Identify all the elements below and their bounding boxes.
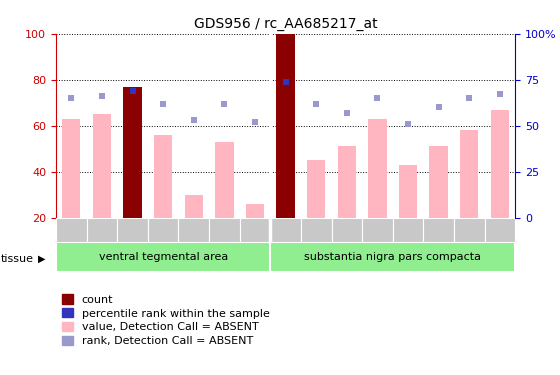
Point [496, 92, 505, 98]
Point [281, 78, 290, 84]
Bar [307, 160, 325, 218]
Bar [460, 130, 478, 218]
Bar [338, 146, 356, 218]
Text: substantia nigra pars compacta: substantia nigra pars compacta [304, 252, 481, 262]
Point [342, 110, 351, 116]
Point [128, 88, 137, 94]
Text: ventral tegmental area: ventral tegmental area [99, 252, 228, 262]
Bar [270, 242, 515, 272]
Text: tissue: tissue [1, 254, 34, 264]
Bar [185, 195, 203, 217]
Point [312, 100, 321, 106]
Point [189, 117, 198, 123]
Bar [93, 114, 111, 218]
Bar [454, 217, 484, 242]
Bar [362, 217, 393, 242]
Bar [123, 87, 142, 218]
Bar [56, 217, 87, 242]
Bar [430, 146, 448, 218]
Bar [240, 217, 270, 242]
Point [158, 100, 167, 106]
Bar [277, 34, 295, 218]
Bar [393, 217, 423, 242]
Point [97, 93, 106, 99]
Point [465, 95, 474, 101]
Bar [117, 217, 148, 242]
Bar [209, 217, 240, 242]
Bar [87, 217, 117, 242]
Bar [368, 119, 386, 218]
Bar [270, 217, 301, 242]
Point [434, 104, 443, 110]
Point [373, 95, 382, 101]
Bar [491, 110, 509, 218]
Bar [301, 217, 332, 242]
Bar [246, 204, 264, 218]
Bar [332, 217, 362, 242]
Bar [148, 217, 179, 242]
Legend: count, percentile rank within the sample, value, Detection Call = ABSENT, rank, : count, percentile rank within the sample… [62, 294, 269, 346]
Title: GDS956 / rc_AA685217_at: GDS956 / rc_AA685217_at [194, 17, 377, 32]
Bar [215, 142, 234, 218]
Bar [62, 119, 81, 218]
Point [404, 121, 413, 127]
Bar [154, 135, 172, 218]
Point [67, 95, 76, 101]
Text: ▶: ▶ [38, 254, 45, 264]
Point [220, 100, 229, 106]
Bar [56, 242, 270, 272]
Point [250, 119, 259, 125]
Bar [423, 217, 454, 242]
Bar [399, 165, 417, 218]
Bar [484, 217, 515, 242]
Bar [179, 217, 209, 242]
